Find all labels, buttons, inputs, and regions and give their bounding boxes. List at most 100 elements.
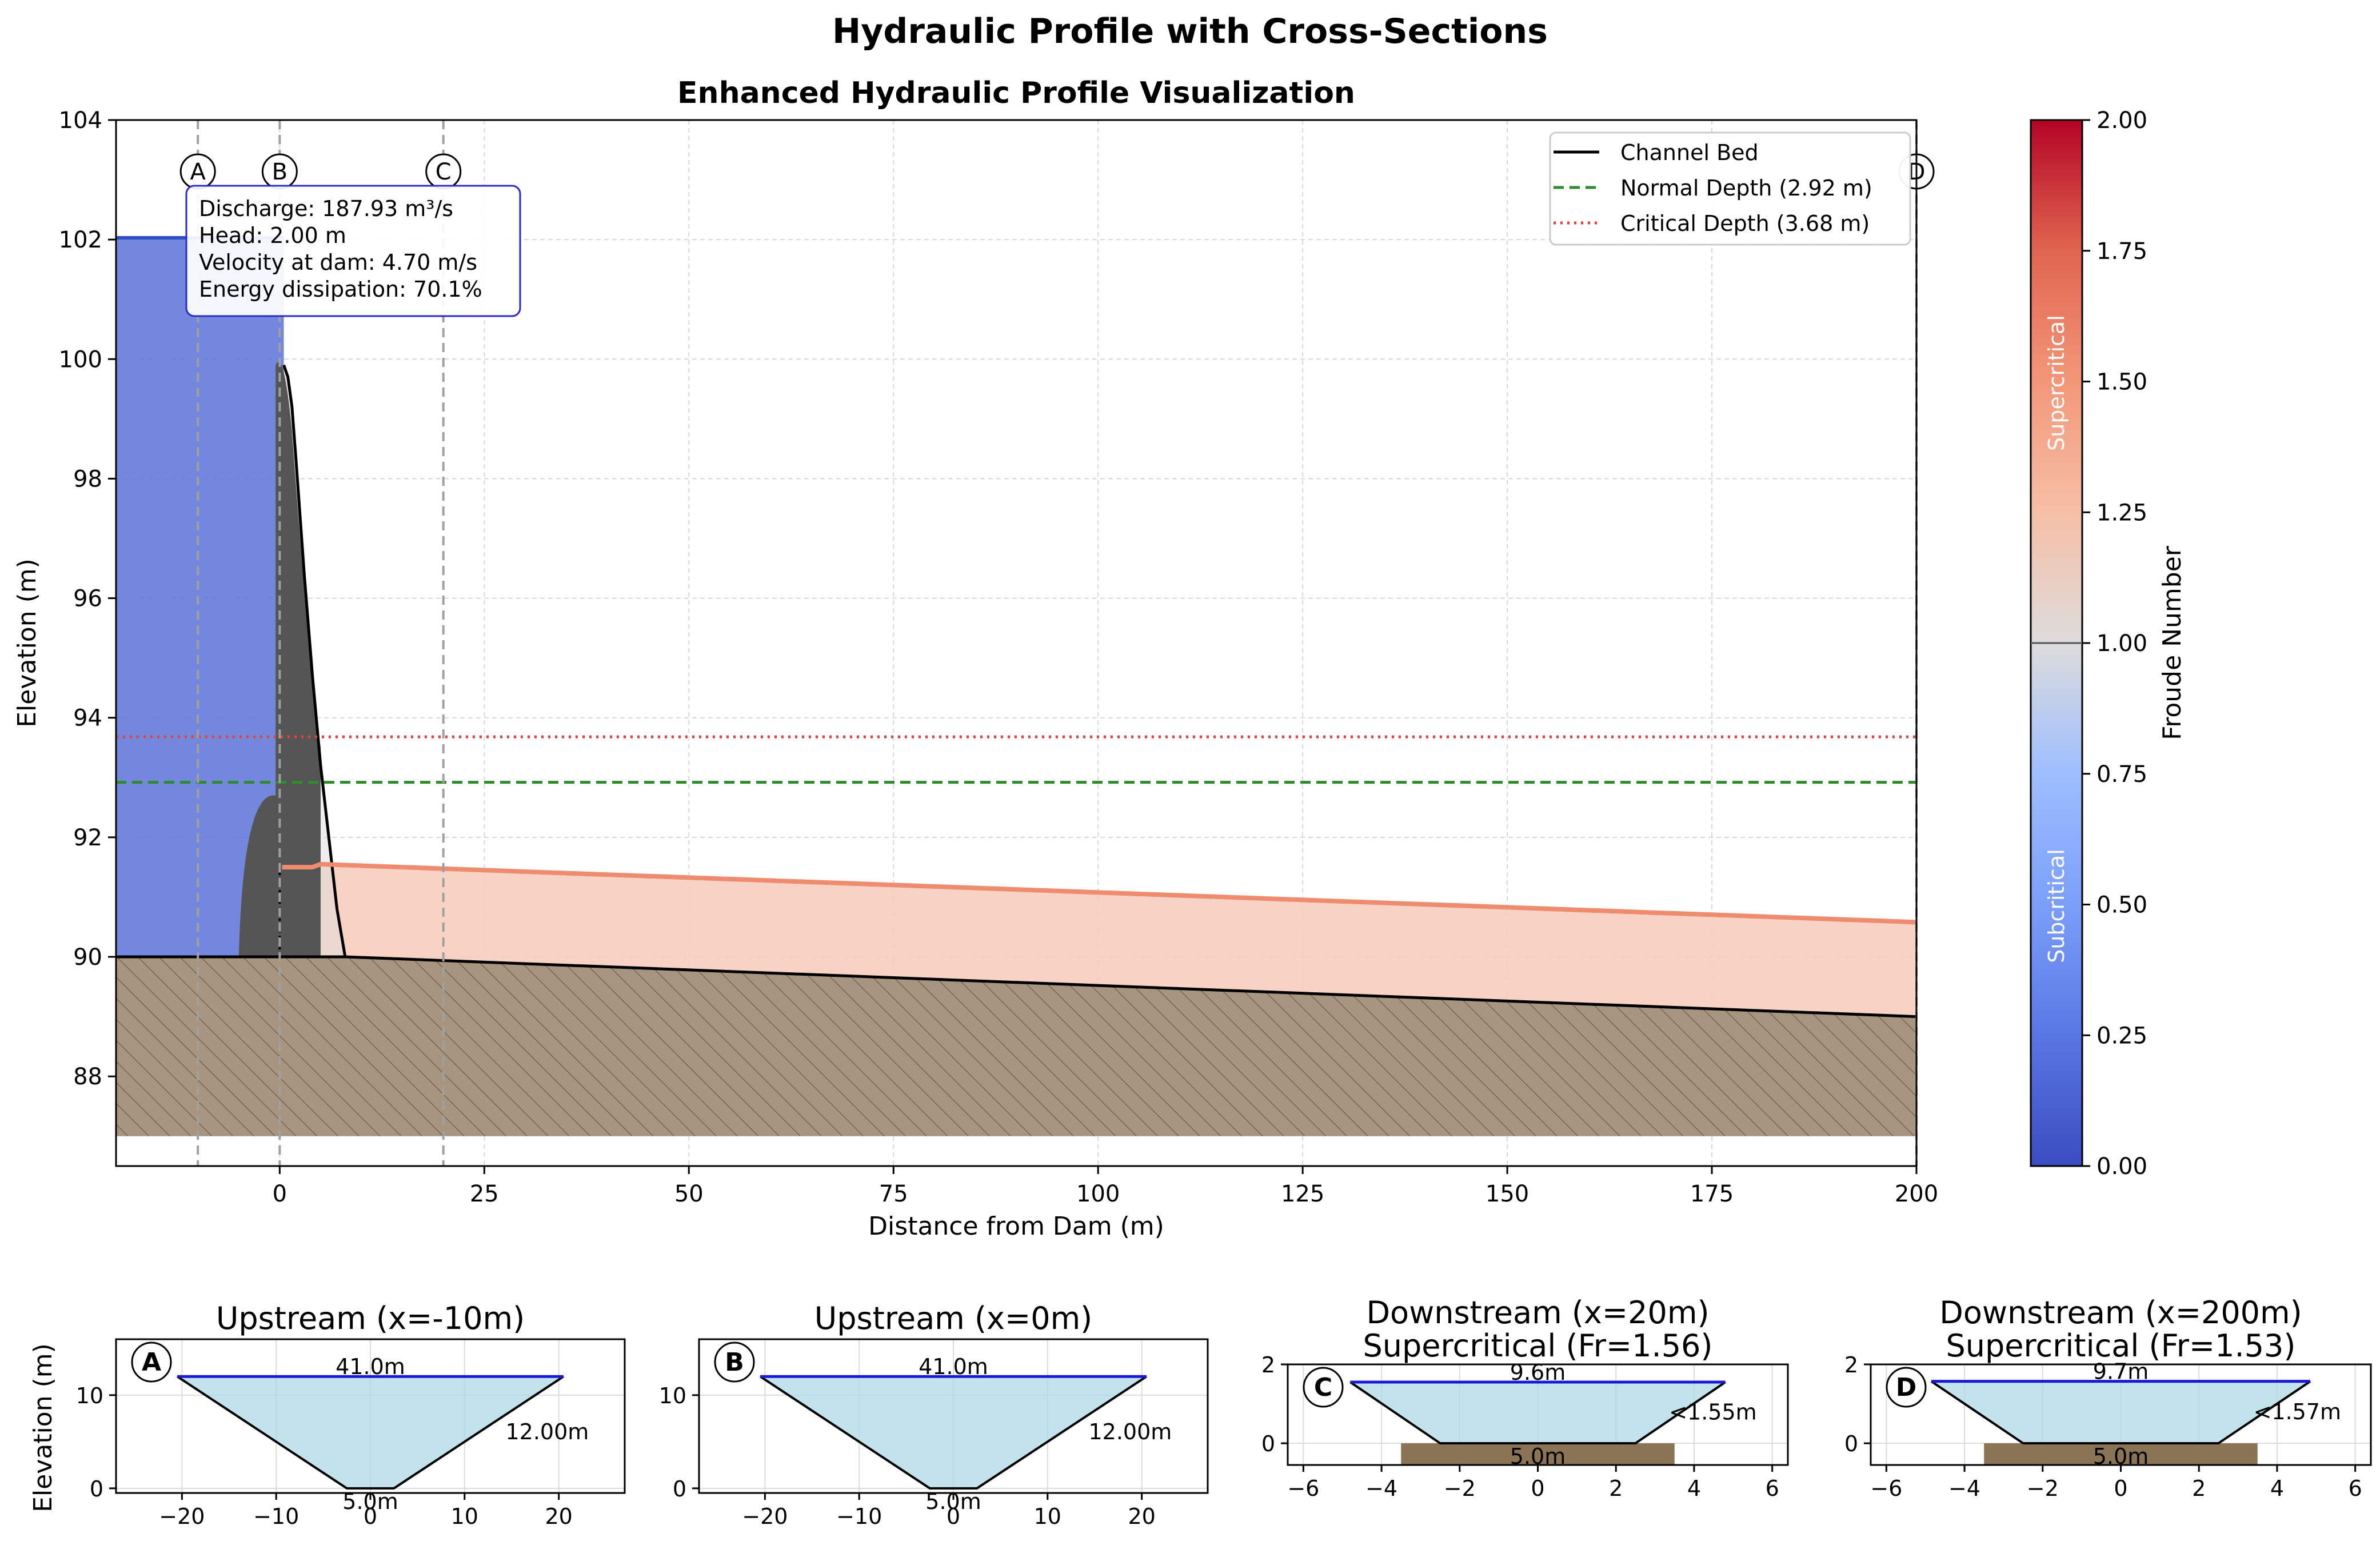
x-axis-label: Distance from Dam (m)	[868, 1212, 1164, 1241]
y-tick-label: 94	[73, 705, 102, 732]
x-tick-label: 0	[1531, 1476, 1544, 1501]
water-area	[760, 1376, 1147, 1488]
x-tick-label: −10	[836, 1504, 882, 1529]
x-tick-label: −2	[2027, 1476, 2059, 1501]
cross-section-y-axis-label: Elevation (m)	[29, 1343, 58, 1512]
legend-label-normal-depth: Normal Depth (2.92 m)	[1620, 175, 1872, 201]
x-tick-label: 0	[947, 1504, 960, 1529]
cross-section-title: Downstream (x=200m)	[1939, 1295, 2302, 1331]
section-badge-label: A	[142, 1348, 161, 1377]
x-tick-label: 2	[1609, 1476, 1623, 1501]
plot-frame	[115, 1338, 626, 1494]
x-tick-label: −10	[253, 1504, 299, 1529]
bedrock-fill	[116, 957, 1916, 1136]
colorbar-high-label: Supercritical	[2044, 315, 2069, 451]
colorbar-ticks: 0.00 0.25 0.50 0.75 1.00 1.25 1.50 1.75 2.00	[2082, 107, 2147, 1180]
colorbar-tick-label: 0.75	[2097, 761, 2147, 788]
profile-chart: Enhanced Hydraulic Profile Visualization…	[13, 76, 1938, 1241]
y-tick-label: 10	[659, 1383, 686, 1408]
x-tick-label: 150	[1485, 1181, 1529, 1207]
x-tick-label: −4	[1948, 1476, 1980, 1501]
colorbar-tick-label: 0.25	[2097, 1023, 2147, 1049]
y-tick-label: 102	[59, 227, 102, 253]
section-marker-label: A	[190, 159, 206, 185]
x-tick-label: 20	[1128, 1504, 1155, 1529]
cross-section-title: Downstream (x=20m)	[1366, 1295, 1709, 1331]
y-axis-label: Elevation (m)	[13, 558, 42, 728]
axes: 0 25 50 75 100 125 150 175 200 88 90 92 94 96 98 100 102…	[59, 107, 1939, 1207]
y-tick-label: 98	[73, 466, 102, 492]
annotation-box: Discharge: 187.93 m³/s Head: 2.00 m Velo…	[185, 185, 521, 317]
x-tick-label: 20	[545, 1504, 572, 1529]
depth-label: 12.00m	[506, 1419, 589, 1444]
channel-outline	[177, 1375, 564, 1490]
colorbar-tick-label: 1.50	[2097, 369, 2147, 396]
x-tick-label: 125	[1281, 1181, 1324, 1207]
top-width-label: 41.0m	[336, 1354, 405, 1379]
y-tick-label: 0	[1261, 1431, 1275, 1456]
x-tick-label: 25	[470, 1181, 499, 1207]
colorbar-tick-label: 0.50	[2097, 892, 2147, 919]
x-tick-label: −20	[742, 1504, 788, 1529]
annotation-energy: Energy dissipation: 70.1%	[199, 277, 482, 302]
cross-section-subtitle: Supercritical (Fr=1.56)	[1363, 1328, 1713, 1364]
plot-frame	[1287, 1363, 1789, 1466]
froude-colorbar: 0.00 0.25 0.50 0.75 1.00 1.25 1.50 1.75 2.00 Fro…	[2030, 107, 2187, 1180]
chart-title: Enhanced Hydraulic Profile Visualization	[677, 76, 1355, 110]
water-area	[1931, 1381, 2311, 1444]
x-tick-label: 75	[879, 1181, 908, 1207]
section-badge	[714, 1342, 755, 1383]
water-area	[1350, 1382, 1726, 1444]
x-tick-label: 6	[1766, 1476, 1779, 1501]
section-badge	[1303, 1367, 1344, 1408]
plot-frame	[1870, 1363, 2372, 1466]
x-tick-label: 4	[1687, 1476, 1701, 1501]
x-tick-label: 0	[2114, 1476, 2127, 1501]
plot-frame	[698, 1338, 1209, 1494]
legend: Channel Bed Normal Depth (2.92 m) Critic…	[1549, 131, 1911, 246]
y-tick-label: 0	[673, 1476, 686, 1502]
cross-section-title: Upstream (x=0m)	[814, 1300, 1093, 1336]
section-badge-label: D	[1896, 1373, 1917, 1402]
colorbar-tick-label: 0.00	[2097, 1153, 2147, 1180]
y-tick-label: 100	[59, 346, 102, 373]
x-tick-label: 0	[364, 1504, 377, 1529]
x-tick-label: 50	[674, 1181, 704, 1207]
channel-outline	[1930, 1380, 2311, 1445]
y-tick-label: 92	[73, 825, 102, 851]
depth-label: <1.57m	[2254, 1399, 2341, 1424]
x-tick-label: −2	[1444, 1476, 1476, 1501]
legend-label-channel-bed: Channel Bed	[1620, 140, 1759, 165]
dam-crest-line	[282, 364, 347, 957]
downstream-water-fill	[282, 864, 1916, 1017]
channel-outline	[760, 1375, 1147, 1490]
colorbar-label: Froude Number	[2158, 545, 2187, 740]
plot-frame	[115, 119, 1918, 1167]
x-tick-label: −6	[1870, 1476, 1902, 1501]
annotation-velocity: Velocity at dam: 4.70 m/s	[199, 250, 477, 275]
y-tick-label: 2	[1261, 1352, 1275, 1378]
colorbar-tick-label: 1.00	[2097, 630, 2147, 657]
section-badge-label: C	[1314, 1373, 1332, 1402]
section-badge	[1886, 1367, 1927, 1408]
x-tick-label: 175	[1690, 1181, 1734, 1207]
plot-area	[116, 236, 1916, 1136]
section-marker-label: B	[272, 159, 287, 185]
cross-section-title: Upstream (x=-10m)	[216, 1300, 525, 1336]
bed-block	[1401, 1443, 1675, 1465]
y-tick-label: 88	[73, 1064, 102, 1090]
legend-label-critical-depth: Critical Depth (3.68 m)	[1620, 211, 1870, 236]
y-tick-label: 0	[1844, 1431, 1858, 1456]
section-marker-label: C	[436, 159, 452, 185]
y-tick-label: 90	[73, 944, 102, 971]
colorbar-tick-label: 1.25	[2097, 500, 2147, 526]
section-badge	[131, 1342, 172, 1383]
y-tick-label: 0	[90, 1476, 103, 1502]
x-tick-label: 200	[1895, 1181, 1938, 1207]
x-tick-label: 100	[1076, 1181, 1120, 1207]
cross-section-subtitle: Supercritical (Fr=1.53)	[1946, 1328, 2296, 1364]
bed-block	[1984, 1443, 2258, 1465]
x-tick-label: 0	[273, 1181, 287, 1207]
